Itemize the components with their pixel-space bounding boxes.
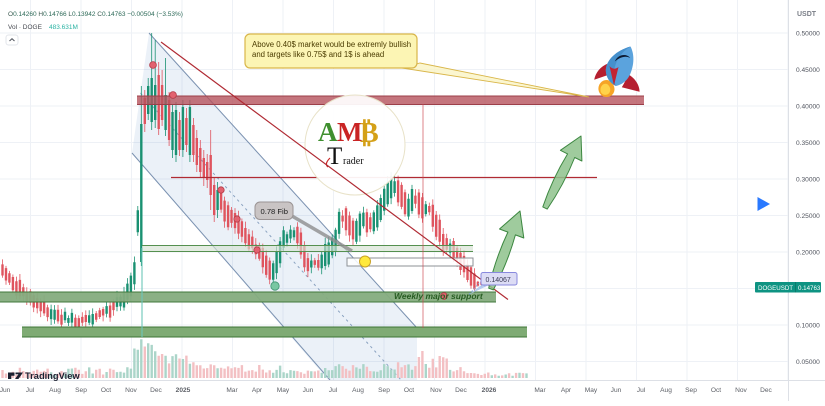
svg-text:May: May — [277, 387, 290, 394]
svg-text:Vol · DOGE: Vol · DOGE — [8, 24, 43, 31]
svg-text:Jul: Jul — [637, 387, 646, 394]
svg-text:Jun: Jun — [0, 387, 11, 394]
svg-text:0.30000: 0.30000 — [796, 176, 820, 183]
svg-text:0.45000: 0.45000 — [796, 67, 820, 74]
svg-text:Above 0.40$ market would be ex: Above 0.40$ market would be extremly bul… — [252, 40, 411, 49]
svg-text:A: A — [318, 117, 338, 147]
svg-text:0.78 Fib: 0.78 Fib — [261, 207, 288, 216]
svg-text:0.14763: 0.14763 — [798, 285, 821, 292]
svg-text:2025: 2025 — [176, 387, 191, 394]
svg-text:Sep: Sep — [75, 387, 87, 394]
svg-text:and targets like 0.75$ and 1$: and targets like 0.75$ and 1$ is ahead — [252, 50, 384, 59]
svg-text:Weekly major support: Weekly major support — [394, 291, 484, 301]
svg-text:M: M — [337, 117, 362, 147]
svg-text:Oct: Oct — [711, 387, 721, 394]
svg-text:Dec: Dec — [760, 387, 772, 394]
svg-text:0.14067: 0.14067 — [486, 277, 511, 284]
svg-text:USDT: USDT — [797, 11, 817, 18]
svg-text:Jun: Jun — [611, 387, 622, 394]
svg-text:Aug: Aug — [49, 387, 61, 394]
svg-text:Jun: Jun — [303, 387, 314, 394]
svg-text:Dec: Dec — [150, 387, 162, 394]
svg-text:0.25000: 0.25000 — [796, 213, 820, 220]
svg-text:483.631M: 483.631M — [49, 24, 78, 31]
svg-text:O0.14260 H0.14766 L0.13942 C0.: O0.14260 H0.14766 L0.13942 C0.14763 −0.0… — [8, 11, 183, 18]
svg-text:Aug: Aug — [352, 387, 364, 394]
svg-text:Nov: Nov — [430, 387, 442, 394]
svg-text:Aug: Aug — [660, 387, 672, 394]
svg-text:DOGEUSDT: DOGEUSDT — [758, 285, 793, 292]
svg-text:0.10000: 0.10000 — [796, 322, 820, 329]
svg-text:0.50000: 0.50000 — [796, 30, 820, 37]
svg-text:Oct: Oct — [101, 387, 111, 394]
svg-text:0.20000: 0.20000 — [796, 249, 820, 256]
svg-text:₿: ₿ — [360, 118, 379, 149]
svg-text:Nov: Nov — [735, 387, 747, 394]
svg-text:T: T — [327, 143, 342, 170]
svg-text:Oct: Oct — [404, 387, 414, 394]
svg-text:0.05000: 0.05000 — [796, 359, 820, 366]
svg-text:Apr: Apr — [252, 387, 263, 394]
svg-text:Dec: Dec — [455, 387, 467, 394]
svg-text:Mar: Mar — [534, 387, 546, 394]
svg-text:rader: rader — [343, 156, 364, 167]
svg-text:TradingView: TradingView — [25, 371, 80, 381]
svg-text:Apr: Apr — [561, 387, 572, 394]
svg-text:Mar: Mar — [226, 387, 238, 394]
svg-text:Jul: Jul — [329, 387, 338, 394]
svg-text:May: May — [585, 387, 598, 394]
svg-text:Nov: Nov — [125, 387, 137, 394]
svg-text:Jul: Jul — [26, 387, 35, 394]
svg-text:Sep: Sep — [378, 387, 390, 394]
svg-text:0.35000: 0.35000 — [796, 140, 820, 147]
svg-text:0.40000: 0.40000 — [796, 103, 820, 110]
svg-text:2026: 2026 — [482, 387, 497, 394]
svg-text:Sep: Sep — [685, 387, 697, 394]
